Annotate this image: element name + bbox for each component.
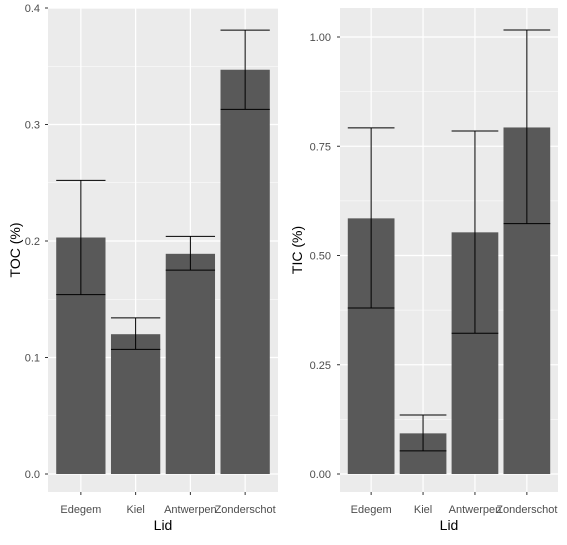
panel1-bar-kiel [110,334,161,474]
panel2-xtick-label: Zonderschot [496,504,557,516]
panel1-ytick-label: 0.3 [25,120,40,132]
panel2-ytick-label: 0.50 [310,251,331,263]
panel2-ytick-label: 0.00 [310,469,331,481]
panel2-xtick-label: Kiel [414,504,432,516]
panel2-y-axis-title: TIC (%) [289,226,305,274]
panel1-ytick-label: 0.0 [25,469,40,481]
panel1-y-axis-title: TOC (%) [7,223,23,278]
panel2-ytick-label: 0.25 [310,360,331,372]
panel2-x-axis-title: Lid [440,517,459,533]
panel2-ytick-label: 0.75 [310,141,331,153]
panel1-x-axis-title: Lid [154,517,173,533]
panel1-bar-zonderschot [220,69,270,475]
panel1-ytick-label: 0.1 [25,353,40,365]
panel1-xtick-label: Edegem [60,504,101,516]
panel1-bar-antwerpen [165,253,216,474]
panel2-ytick-label: 1.00 [310,32,331,44]
panel2-xtick-label: Edegem [351,504,392,516]
panel2-xtick-label: Antwerpen [449,504,502,516]
panel1-xtick-label: Kiel [126,504,144,516]
panel1-xtick-label: Zonderschot [215,504,276,516]
panel1-ytick-label: 0.2 [25,236,40,248]
panel1-xtick-label: Antwerpen [164,504,217,516]
panel1-ytick-label: 0.4 [25,3,40,15]
